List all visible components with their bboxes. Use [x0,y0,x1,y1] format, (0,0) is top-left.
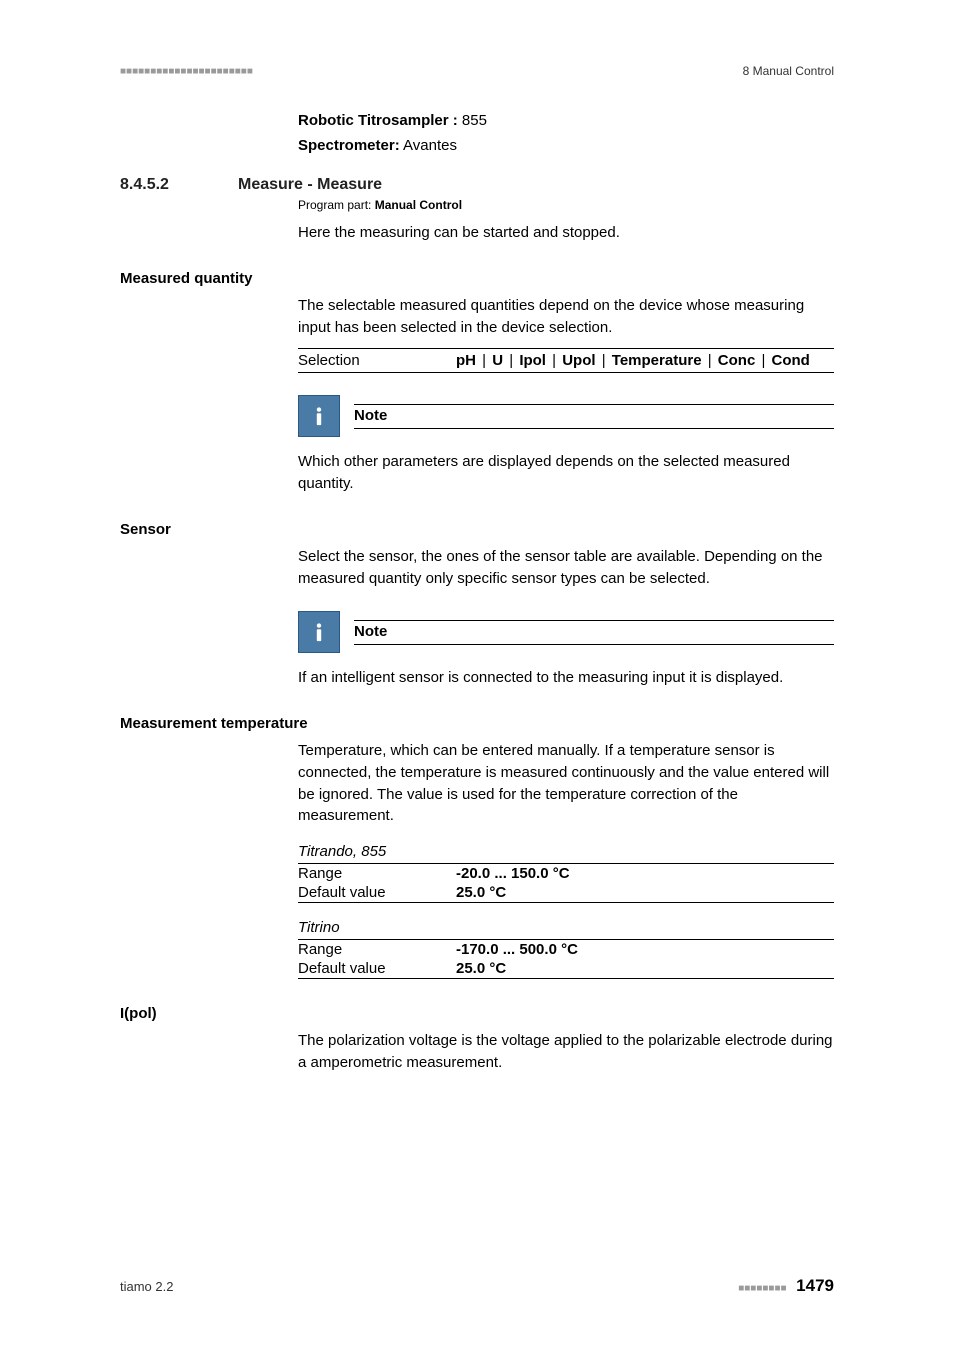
device-spectro-label: Spectrometer: [298,137,400,154]
note-measured-quantity: Note Which other parameters are displaye… [298,395,834,495]
range-label: Range [298,941,456,958]
note-sensor: Note If an intelligent sensor is connect… [298,611,834,689]
section-title: Measure - Measure [238,176,382,194]
default-label: Default value [298,884,456,901]
info-icon [298,611,340,653]
footer-right: ■■■■■■■■ 1479 [738,1276,834,1296]
note-body: If an intelligent sensor is connected to… [298,667,834,689]
device-spectro-value: Avantes [403,137,457,154]
footer-page: 1479 [796,1276,834,1295]
program-part-value: Manual Control [375,198,462,212]
device-spectro: Spectrometer: Avantes [298,137,834,154]
measured-quantity-text: The selectable measured quantities depen… [298,295,834,339]
section-number: 8.4.5.2 [120,176,238,194]
page-footer: tiamo 2.2 ■■■■■■■■ 1479 [120,1276,834,1296]
sensor-text: Select the sensor, the ones of the senso… [298,546,834,590]
device-robotic-value: 855 [462,112,487,129]
selection-row: Selection pH | U | Ipol | Upol | Tempera… [298,348,834,373]
range-label: Range [298,865,456,882]
device-robotic-label: Robotic Titrosampler : [298,112,458,129]
program-part: Program part: Manual Control [298,198,834,212]
default-value: 25.0 °C [456,884,506,901]
selection-label: Selection [298,352,456,369]
default-value: 25.0 °C [456,960,506,977]
group1-table: Range -20.0 ... 150.0 °C Default value 2… [298,863,834,903]
section-heading: 8.4.5.2 Measure - Measure [120,176,834,194]
info-icon [298,395,340,437]
page-header: ■■■■■■■■■■■■■■■■■■■■■■ 8 Manual Control [120,64,834,78]
sensor-label: Sensor [120,521,834,538]
program-part-label: Program part: [298,198,371,212]
group2-title: Titrino [298,919,834,936]
note-title: Note [354,405,834,428]
range-value: -170.0 ... 500.0 °C [456,941,578,958]
note-title: Note [354,621,834,644]
range-value: -20.0 ... 150.0 °C [456,865,570,882]
header-dashes: ■■■■■■■■■■■■■■■■■■■■■■ [120,66,253,77]
group2-table: Range -170.0 ... 500.0 °C Default value … [298,939,834,979]
default-label: Default value [298,960,456,977]
ipol-label: I(pol) [120,1005,834,1022]
device-robotic: Robotic Titrosampler : 855 [298,112,834,129]
measurement-temp-label: Measurement temperature [120,715,834,732]
measurement-temp-text: Temperature, which can be entered manual… [298,740,834,827]
footer-dashes: ■■■■■■■■ [738,1283,786,1294]
note-body: Which other parameters are displayed dep… [298,451,834,495]
ipol-text: The polarization voltage is the voltage … [298,1030,834,1074]
measured-quantity-label: Measured quantity [120,270,834,287]
selection-options: pH | U | Ipol | Upol | Temperature | Con… [456,352,810,369]
footer-left: tiamo 2.2 [120,1279,173,1294]
section-intro: Here the measuring can be started and st… [298,222,834,244]
header-chapter: 8 Manual Control [743,64,834,78]
group1-title: Titrando, 855 [298,843,834,860]
